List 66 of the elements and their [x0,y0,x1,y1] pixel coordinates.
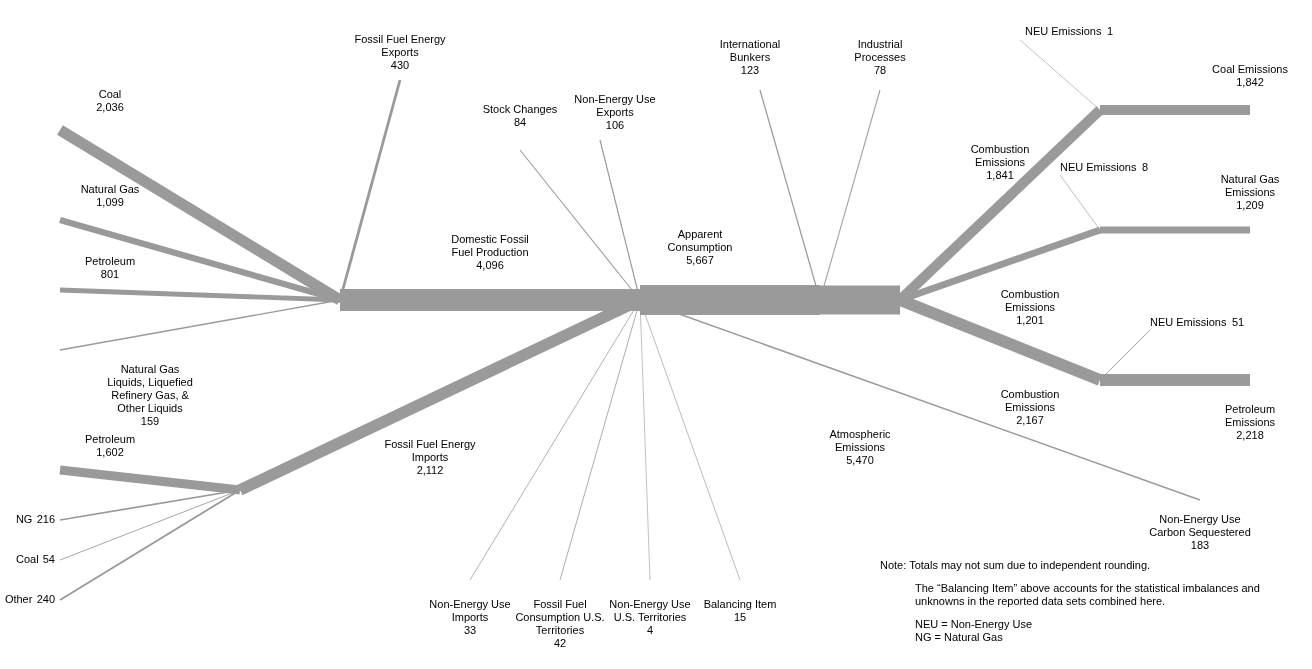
category-label: Fossil Fuel Consumption U.S. Territories [515,598,605,636]
category-label: Non-Energy Use Imports [429,598,511,623]
category-label: Fossil Fuel Energy Exports [354,33,447,58]
category-label: NG [15,513,33,525]
data-label: 1 [1107,25,1114,37]
category-label: Coal Emissions [1212,63,1289,75]
category-label: Fossil Fuel Energy Imports [384,438,477,463]
data-label: 5,470 [846,454,874,466]
text: NG = Natural Gas [915,631,1004,643]
data-label: 430 [390,59,410,71]
data-label: 5,667 [686,254,714,266]
category-label: Atmospheric Emissions [829,428,892,453]
data-label: 1,842 [1236,76,1264,88]
data-label: 216 [36,513,55,525]
category-label: Other [4,593,33,605]
category-label: Non-Energy Use U.S. Territories [609,598,691,623]
category-label: Combustion Emissions [970,143,1030,168]
data-label: 78 [873,64,887,76]
data-label: 2,036 [96,101,124,113]
category-label: Balancing Item [703,598,777,610]
category-label: NEU Emissions [1025,25,1102,37]
data-label: 106 [605,119,625,131]
category-label: NEU Emissions [1150,316,1227,328]
data-label: 1,841 [986,169,1014,181]
data-label: 8 [1142,161,1149,173]
data-label: 1,209 [1236,199,1264,211]
data-label: 183 [1190,539,1210,551]
category-label: Non-Energy Use Carbon Sequestered [1149,513,1251,538]
category-label: Natural Gas [80,183,140,195]
category-label: Combustion Emissions [1000,288,1060,313]
category-label: Petroleum [84,433,136,445]
category-label: Natural Gas Emissions [1220,173,1280,198]
category-label: Domestic Fossil Fuel Production [451,233,529,258]
data-label: 15 [733,611,747,623]
text: The “Balancing Item” above accounts for the statistical imbalances and unknowns in the reported data sets combined here. [915,582,1260,607]
data-label: 159 [140,415,160,427]
data-label: 123 [740,64,760,76]
category-label: Coal [15,553,39,565]
text: Note: Totals may not sum due to independent rounding. [880,559,1151,571]
category-label: NEU Emissions [1060,161,1137,173]
category-label: Stock Changes [482,103,558,115]
data-label: 2,112 [416,464,444,476]
data-label: 4,096 [476,259,504,271]
data-label: 1,602 [96,446,124,458]
data-label: 84 [513,116,527,128]
data-label: 42 [553,637,567,649]
data-label: 51 [1232,316,1245,328]
category-label: Apparent Consumption [667,228,733,253]
data-label: 240 [36,593,55,605]
category-label: Coal [98,88,122,100]
category-label: Natural Gas Liquids, Liquefied Refinery Gas, & Other Liquids [107,363,193,414]
category-label: Industrial Processes [854,38,907,63]
data-label: 2,218 [1236,429,1264,441]
data-label: 801 [100,268,120,280]
category-label: International Bunkers [719,38,781,63]
data-label: 33 [463,624,477,636]
text: NEU = Non-Energy Use [915,618,1033,630]
data-label: 54 [42,553,55,565]
category-label: Petroleum Emissions [1224,403,1276,428]
category-label: Non-Energy Use Exports [574,93,656,118]
data-label: 2,167 [1016,414,1044,426]
category-label: Petroleum [84,255,136,267]
data-label: 4 [646,624,654,636]
data-label: 1,201 [1016,314,1044,326]
data-label: 1,099 [96,196,124,208]
category-label: Combustion Emissions [1000,388,1060,413]
